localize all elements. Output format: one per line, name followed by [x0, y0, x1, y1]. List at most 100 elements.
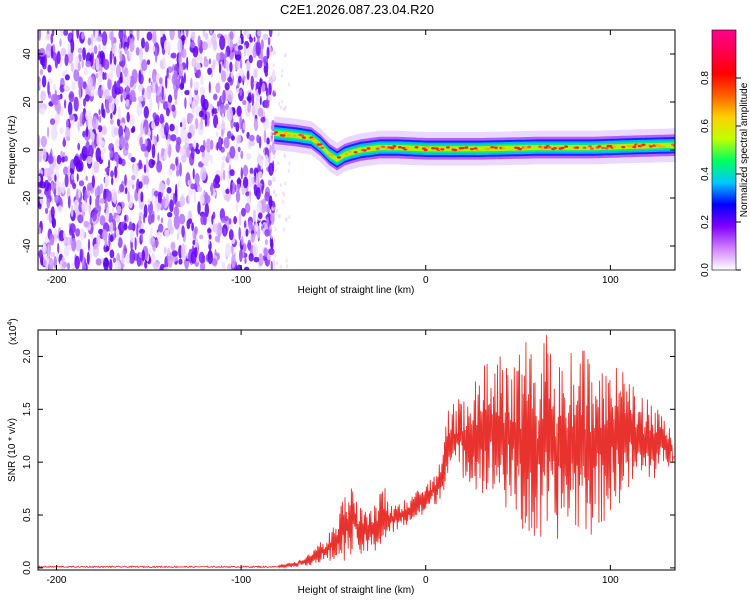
noise-speckle: [88, 144, 94, 160]
noise-speckle: [67, 101, 73, 116]
noise-speckle: [166, 107, 170, 117]
noise-speckle: [129, 30, 134, 34]
signal-peak: [287, 134, 292, 137]
noise-speckle: [76, 173, 79, 182]
noise-speckle: [177, 180, 181, 188]
noise-speckle: [270, 212, 275, 223]
noise-speckle: [256, 59, 263, 69]
noise-speckle: [219, 103, 226, 117]
noise-speckle: [258, 253, 264, 267]
noise-speckle: [54, 163, 60, 171]
noise-speckle: [131, 125, 136, 133]
noise-speckle: [134, 237, 137, 251]
noise-speckle: [124, 127, 130, 141]
noise-speckle: [110, 170, 114, 178]
noise-speckle: [119, 71, 123, 83]
noise-speckle: [115, 260, 121, 270]
noise-speckle: [63, 246, 70, 257]
noise-speckle: [39, 181, 46, 189]
noise-speckle: [244, 257, 247, 264]
noise-speckle: [272, 260, 275, 265]
noise-speckle: [60, 150, 63, 158]
noise-speckle: [157, 94, 160, 110]
noise-speckle: [220, 128, 224, 138]
noise-speckle: [101, 125, 108, 136]
noise-speckle: [103, 257, 110, 270]
noise-speckle: [53, 83, 57, 92]
noise-speckle: [78, 188, 81, 199]
noise-speckle: [205, 152, 211, 162]
signal-peak: [353, 151, 358, 154]
noise-speckle: [38, 226, 42, 235]
noise-speckle: [264, 229, 270, 237]
noise-speckle: [282, 227, 285, 232]
noise-speckle: [85, 175, 88, 182]
noise-speckle: [51, 181, 54, 191]
svg-text:(x104): (x104): [7, 318, 19, 345]
noise-speckle: [167, 94, 173, 104]
spectrogram-x-tick-label: 100: [602, 275, 619, 286]
noise-speckle: [56, 50, 61, 65]
noise-speckle: [101, 31, 108, 46]
noise-speckle: [229, 169, 235, 177]
noise-speckle: [71, 173, 75, 181]
noise-speckle: [202, 41, 208, 51]
noise-speckle: [257, 153, 261, 165]
noise-speckle: [139, 228, 145, 235]
signal-peak: [486, 147, 491, 151]
snr-frame: [37, 329, 676, 571]
noise-speckle: [178, 258, 183, 265]
noise-speckle: [137, 96, 144, 103]
noise-speckle: [190, 183, 196, 190]
noise-speckle: [83, 67, 88, 76]
noise-speckle: [162, 101, 168, 110]
noise-speckle: [54, 174, 57, 182]
signal-peak: [366, 147, 371, 150]
snr-y-label: SNR (10 * v/v): [7, 418, 18, 482]
noise-speckle: [207, 67, 213, 76]
noise-speckle: [147, 198, 151, 206]
noise-speckle: [241, 207, 246, 217]
noise-speckle: [129, 38, 135, 52]
noise-speckle: [86, 155, 93, 165]
noise-speckle: [181, 117, 187, 129]
noise-speckle: [287, 168, 290, 173]
noise-speckle: [79, 228, 85, 240]
noise-speckle: [268, 162, 274, 176]
noise-speckle: [197, 35, 201, 48]
noise-speckle: [150, 226, 153, 235]
noise-speckle: [204, 113, 208, 127]
noise-speckle: [149, 247, 152, 255]
noise-speckle: [47, 64, 52, 73]
noise-speckle: [192, 123, 196, 132]
noise-speckle: [87, 238, 91, 252]
signal-peak: [621, 145, 626, 149]
noise-speckle: [127, 191, 130, 203]
noise-speckle: [137, 189, 141, 203]
noise-speckle: [82, 111, 85, 126]
noise-speckle: [274, 50, 277, 55]
noise-speckle: [211, 214, 214, 225]
signal-peak: [283, 131, 288, 135]
noise-speckle: [213, 93, 218, 101]
noise-speckle: [209, 30, 213, 35]
noise-speckle: [274, 168, 277, 173]
noise-speckle: [208, 234, 212, 240]
signal-peak: [431, 147, 436, 150]
noise-speckle: [109, 221, 114, 233]
noise-speckle: [61, 71, 67, 77]
noise-speckle: [244, 202, 251, 214]
noise-speckle: [95, 196, 100, 211]
noise-speckle: [143, 175, 150, 185]
noise-speckle: [187, 113, 194, 120]
noise-speckle: [101, 52, 104, 68]
noise-speckle: [180, 243, 186, 258]
noise-speckle: [228, 229, 234, 241]
noise-speckle: [57, 242, 60, 255]
noise-speckle: [129, 258, 135, 265]
noise-speckle: [172, 192, 176, 206]
signal-peak: [425, 146, 430, 149]
signal-peak: [362, 149, 367, 152]
noise-speckle: [72, 182, 77, 190]
